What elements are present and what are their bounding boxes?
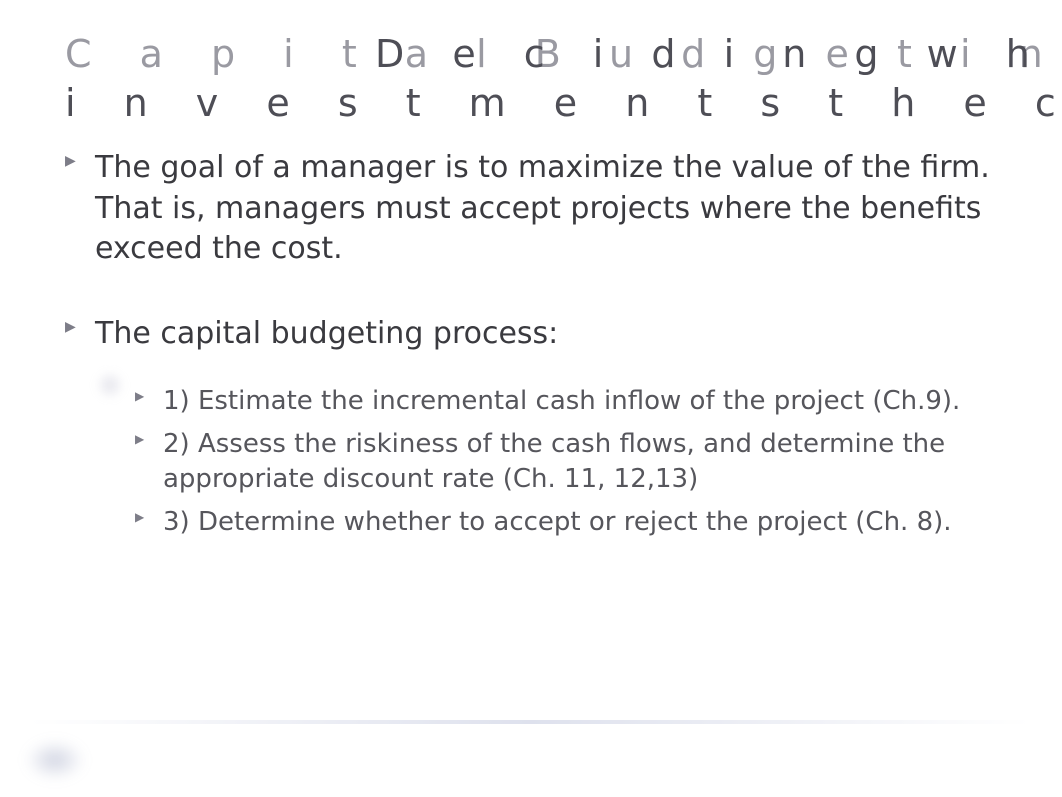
title-front-layer: D e c i d i n g w h a t [375,30,1062,79]
sub-bullet-2: ▶ 2) Assess the riskiness of the cash fl… [135,427,1005,497]
title-line2-front-layer: i n v e s t m e n t s t h e c o m p a n … [65,79,1062,128]
sub-bullet-1: ▶ 1) Estimate the incremental cash inflo… [135,384,1005,419]
bullet-2-text: The capital budgeting process: [95,316,558,351]
sub-bullets: ▶ 1) Estimate the incremental cash inflo… [135,384,1005,540]
bullet-arrow-icon: ▶ [135,431,144,447]
bullet-arrow-icon: ▶ [65,318,76,337]
slide-body: ▶ The goal of a manager is to maximize t… [65,148,1005,584]
title-line1-front: D e c i d i n g w h a t [375,32,1062,76]
watermark-blur [95,370,125,400]
slide: C a p i t a l B u d g e t i n g D e c i … [0,0,1062,797]
sub-bullet-3-text: 3) Determine whether to accept or reject… [163,507,952,537]
sub-bullet-2-text: 2) Assess the riskiness of the cash flow… [163,429,945,494]
slide-title: C a p i t a l B u d g e t i n g D e c i … [65,30,1062,130]
bullet-arrow-icon: ▶ [135,509,144,525]
sub-bullet-3: ▶ 3) Determine whether to accept or reje… [135,505,1005,540]
bullet-arrow-icon: ▶ [135,388,144,404]
bullet-arrow-icon: ▶ [65,152,76,171]
sub-bullet-1-text: 1) Estimate the incremental cash inflow … [163,386,960,416]
bullet-1: ▶ The goal of a manager is to maximize t… [65,148,1005,270]
watermark-blur [25,740,85,780]
bullet-2: ▶ The capital budgeting process: ▶ 1) Es… [65,314,1005,541]
footer-divider [30,720,1030,724]
title-line2-front: i n v e s t m e n t s t h e c o m p a n … [65,81,1062,125]
bullet-1-text: The goal of a manager is to maximize the… [95,150,990,266]
